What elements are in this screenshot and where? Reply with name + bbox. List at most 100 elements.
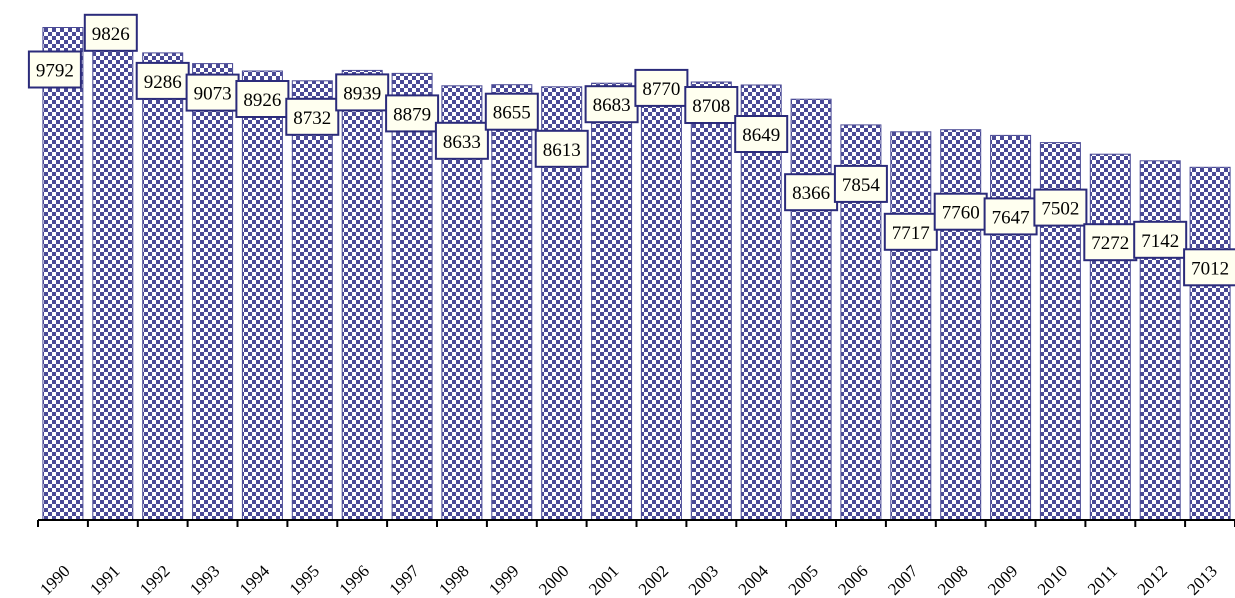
data-label-text: 7717	[892, 223, 930, 244]
data-label-1995: 8732	[285, 97, 340, 136]
x-tick-label-2008: 2008	[934, 561, 971, 598]
data-label-2004: 8649	[734, 115, 789, 153]
data-label-box	[784, 173, 839, 212]
data-label-text: 7142	[1141, 231, 1179, 252]
data-label-box	[385, 94, 440, 133]
x-tick-label-2007: 2007	[884, 561, 922, 598]
bar-2005	[790, 98, 832, 521]
data-label-box	[484, 92, 539, 131]
bar-1995	[291, 80, 333, 521]
bar-1993	[192, 63, 234, 521]
data-label-1999: 8655	[484, 92, 539, 131]
x-tick-label-2010: 2010	[1034, 561, 1071, 598]
x-tick-label-2013: 2013	[1183, 561, 1220, 598]
x-tick-label-1996: 1996	[336, 561, 373, 598]
x-tick-label-1999: 1999	[485, 561, 522, 598]
data-label-text: 9792	[36, 61, 74, 82]
x-tick-label-1990: 1990	[36, 561, 73, 598]
data-label-text: 9286	[144, 72, 182, 93]
x-tick-label-1993: 1993	[186, 561, 223, 598]
data-label-1997: 8879	[385, 94, 440, 133]
bar-2007	[890, 131, 932, 521]
data-label-1990: 9792	[27, 50, 82, 89]
data-label-1991: 9826	[83, 13, 138, 52]
x-tick-label-2009: 2009	[984, 561, 1021, 598]
data-label-1996: 8939	[335, 73, 390, 112]
data-label-text: 7647	[992, 207, 1030, 228]
data-label-box	[534, 129, 589, 168]
data-label-1998: 8633	[434, 121, 489, 160]
data-label-text: 8683	[593, 95, 631, 116]
bar-2004	[740, 84, 782, 521]
bar-1994	[241, 70, 283, 521]
x-tick-label-2002: 2002	[635, 561, 672, 598]
x-tick-label-2004: 2004	[735, 561, 773, 598]
data-label-box	[83, 13, 138, 52]
bar-2013	[1189, 166, 1231, 521]
x-tick-label-1994: 1994	[236, 561, 274, 598]
x-tick-label-2006: 2006	[834, 561, 871, 598]
x-tick-label-2001: 2001	[585, 561, 622, 598]
data-label-text: 8613	[543, 140, 581, 161]
data-label-2000: 8613	[534, 129, 589, 168]
data-label-box	[933, 192, 988, 231]
data-label-text: 8633	[443, 132, 481, 153]
data-label-2003: 8708	[684, 86, 739, 124]
data-label-2011: 7272	[1083, 223, 1138, 262]
data-label-box	[833, 164, 888, 203]
x-tick-label-1997: 1997	[385, 561, 423, 598]
data-label-box	[983, 197, 1038, 236]
bar-2008	[940, 129, 982, 521]
x-tick-label-2011: 2011	[1084, 562, 1121, 598]
bar-1997	[391, 72, 433, 521]
data-label-text: 8366	[792, 183, 830, 204]
x-axis: 1990 1991 1992 1993 1994 1995 1996 1997 1998 1999…	[36, 519, 1235, 598]
data-label-box	[883, 212, 938, 251]
data-label-2007: 7717	[883, 212, 938, 251]
bar-2009	[990, 134, 1032, 521]
data-label-box	[1183, 248, 1235, 287]
data-label-1994: 8926	[235, 80, 290, 118]
data-label-box	[285, 97, 340, 136]
data-label-2005: 8366	[784, 173, 839, 212]
bar-1990	[42, 27, 84, 521]
data-label-text: 8655	[493, 103, 531, 124]
data-label-text: 9826	[92, 24, 130, 45]
data-label-2006: 7854	[833, 164, 888, 203]
x-tick-label-2005: 2005	[784, 561, 821, 598]
data-label-text: 7854	[842, 175, 881, 196]
x-tick-label-2003: 2003	[685, 561, 722, 598]
bar-2001	[591, 82, 633, 521]
bar-2002	[640, 78, 682, 521]
data-label-box	[135, 61, 190, 100]
data-label-2001: 8683	[584, 85, 639, 124]
data-label-1993: 9073	[185, 73, 240, 112]
data-label-2009: 7647	[983, 197, 1038, 236]
data-label-text: 9073	[194, 84, 232, 105]
data-label-box	[27, 50, 82, 89]
data-label-2013: 7012	[1183, 248, 1235, 287]
data-label-text: 8649	[742, 125, 780, 146]
data-labels-group: 9792 9826 9286 9073 8926 8732 8939 8879 8633 8655…	[27, 13, 1235, 287]
bar-2003	[690, 81, 732, 521]
data-label-2002: 8770	[634, 68, 689, 107]
data-label-box	[434, 121, 489, 160]
data-label-text: 7760	[942, 203, 980, 224]
data-label-text: 8879	[393, 104, 431, 125]
data-label-box	[1083, 223, 1138, 262]
x-tick-label-1995: 1995	[286, 561, 323, 598]
data-label-2010: 7502	[1033, 188, 1088, 227]
bar-1999	[491, 84, 533, 521]
data-label-2012: 7142	[1133, 220, 1188, 259]
x-tick-label-1991: 1991	[86, 561, 123, 598]
data-label-box	[584, 85, 639, 124]
data-label-box	[335, 73, 390, 112]
data-label-box	[734, 115, 789, 153]
data-label-text: 7272	[1091, 233, 1129, 254]
data-label-text: 8708	[692, 96, 730, 117]
bar-2012	[1139, 160, 1181, 521]
data-label-text: 7502	[1041, 199, 1079, 220]
bar-1991	[92, 25, 134, 521]
data-label-2008: 7760	[933, 192, 988, 231]
bar-1996	[341, 69, 383, 521]
